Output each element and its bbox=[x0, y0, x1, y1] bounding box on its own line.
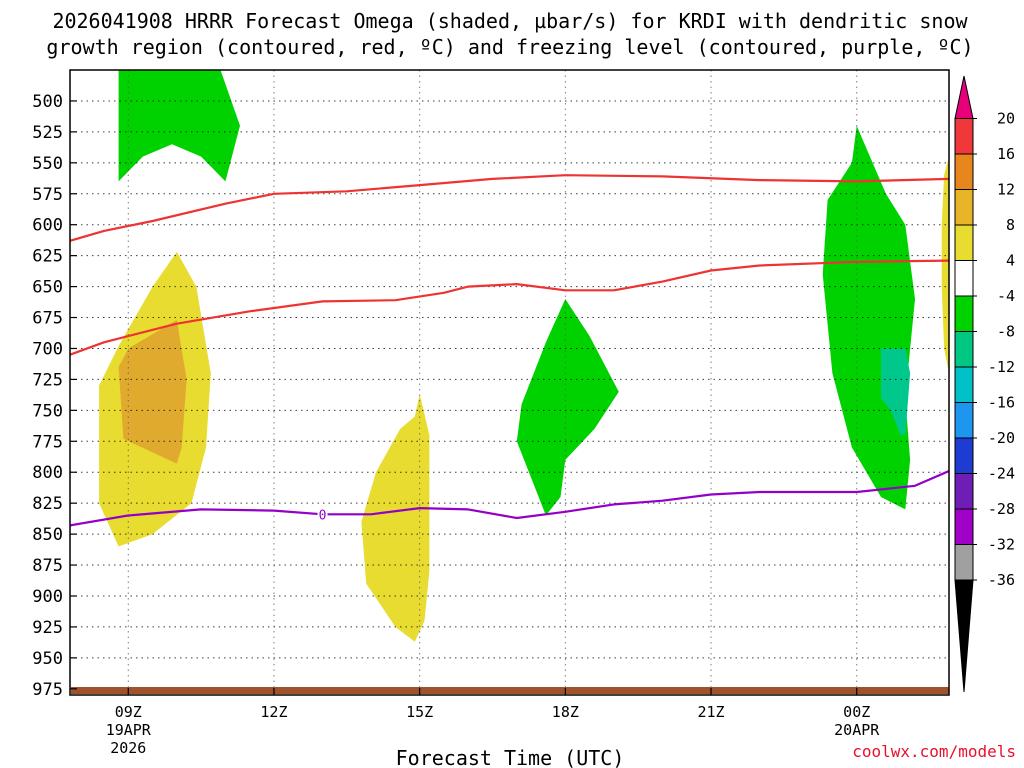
x-tick-date-00Z: 20APR bbox=[834, 721, 880, 739]
colorbar-label-12: -32 bbox=[988, 536, 1015, 554]
colorbar-label-3: 8 bbox=[1006, 216, 1015, 234]
y-tick-label-975: 975 bbox=[32, 680, 63, 700]
y-tick-label-500: 500 bbox=[32, 92, 63, 112]
chart-title-line1: 2026041908 HRRR Forecast Omega (shaded, … bbox=[52, 9, 968, 33]
colorbar-label-5: -4 bbox=[997, 287, 1015, 305]
dgz-lower-contour bbox=[70, 259, 949, 356]
x-axis-label: Forecast Time (UTC) bbox=[396, 746, 625, 768]
omega-region-4 bbox=[361, 394, 430, 642]
y-tick-label-825: 825 bbox=[32, 494, 63, 514]
y-tick-label-725: 725 bbox=[32, 370, 63, 390]
contour-label: 0 bbox=[319, 508, 327, 523]
colorbar-seg-11 bbox=[954, 473, 974, 510]
x-tick-label-09Z: 09Z bbox=[115, 703, 142, 721]
colorbar-label-6: -8 bbox=[997, 323, 1015, 341]
y-tick-label-775: 775 bbox=[32, 432, 63, 452]
colorbar-label-7: -12 bbox=[988, 358, 1015, 376]
colorbar-seg-12 bbox=[954, 508, 974, 545]
plot-frame bbox=[69, 69, 950, 696]
y-tick-label-950: 950 bbox=[32, 649, 63, 669]
omega-shaded-regions bbox=[99, 70, 949, 642]
x-tick-label-21Z: 21Z bbox=[697, 703, 724, 721]
omega-region-1 bbox=[118, 70, 240, 182]
contour-lines: 0 bbox=[70, 174, 949, 527]
colorbar-seg-10 bbox=[954, 437, 974, 474]
y-tick-label-925: 925 bbox=[32, 618, 63, 638]
y-tick-label-550: 550 bbox=[32, 154, 63, 174]
omega-colorbar: 20 16 12 8 4 -4 -8 -12 -16 -20 -24 -28 -32 -36 bbox=[954, 75, 1015, 693]
contour-label-bg bbox=[317, 507, 328, 522]
y-tick-label-875: 875 bbox=[32, 556, 63, 576]
omega-region-3 bbox=[118, 320, 187, 464]
y-tick-label-625: 625 bbox=[32, 247, 63, 267]
colorbar-top-arrow bbox=[954, 75, 974, 119]
colorbar-seg-6 bbox=[954, 295, 974, 332]
x-tick-label-18Z: 18Z bbox=[552, 703, 579, 721]
colorbar-label-11: -28 bbox=[988, 500, 1015, 518]
terrain-strip bbox=[71, 687, 949, 694]
omega-region-7 bbox=[881, 348, 911, 436]
colorbar-seg-1 bbox=[954, 118, 974, 155]
colorbar-seg-4 bbox=[954, 224, 974, 261]
y-tick-label-800: 800 bbox=[32, 463, 63, 483]
omega-region-8 bbox=[941, 156, 949, 374]
colorbar-label-0: 20 bbox=[997, 110, 1015, 128]
colorbar-seg-8 bbox=[954, 366, 974, 403]
colorbar-label-8: -16 bbox=[988, 394, 1015, 412]
colorbar-label-4: 4 bbox=[1006, 252, 1015, 270]
colorbar-seg-2 bbox=[954, 153, 974, 190]
y-tick-label-575: 575 bbox=[32, 185, 63, 205]
y-tick-label-600: 600 bbox=[32, 216, 63, 236]
colorbar-label-13: -36 bbox=[988, 571, 1015, 589]
colorbar-bottom-arrow bbox=[954, 579, 974, 693]
colorbar-seg-7 bbox=[954, 331, 974, 368]
colorbar-seg-9 bbox=[954, 402, 974, 439]
colorbar-label-1: 16 bbox=[997, 145, 1015, 163]
colorbar-seg-3 bbox=[954, 189, 974, 226]
dgz-upper-contour bbox=[70, 174, 949, 242]
colorbar-label-9: -20 bbox=[988, 429, 1015, 447]
y-tick-label-525: 525 bbox=[32, 123, 63, 143]
y-tick-label-850: 850 bbox=[32, 525, 63, 545]
credit-text: coolwx.com/models bbox=[852, 742, 1016, 761]
freezing-level-contour bbox=[70, 469, 949, 527]
colorbar-seg-13 bbox=[954, 544, 974, 581]
y-tick-label-675: 675 bbox=[32, 309, 63, 329]
y-tick-label-700: 700 bbox=[32, 339, 63, 359]
colorbar-label-10: -24 bbox=[988, 465, 1015, 483]
y-tick-label-900: 900 bbox=[32, 587, 63, 607]
x-tick-year-09Z: 2026 bbox=[110, 739, 146, 757]
y-tick-label-750: 750 bbox=[32, 401, 63, 421]
x-tick-label-12Z: 12Z bbox=[260, 703, 287, 721]
colorbar-seg-5 bbox=[954, 260, 974, 297]
chart-title-line2: growth region (contoured, red, ºC) and f… bbox=[46, 35, 973, 59]
x-tick-label-15Z: 15Z bbox=[406, 703, 433, 721]
y-tick-label-650: 650 bbox=[32, 278, 63, 298]
omega-region-5 bbox=[516, 299, 619, 516]
x-tick-label-00Z: 00Z bbox=[843, 703, 870, 721]
colorbar-label-2: 12 bbox=[997, 181, 1015, 199]
pressure-axis: 500 525 550 575 600 625 650 675 700 725 750 775 800 8… bbox=[32, 92, 77, 700]
x-tick-date-09Z: 19APR bbox=[106, 721, 152, 739]
